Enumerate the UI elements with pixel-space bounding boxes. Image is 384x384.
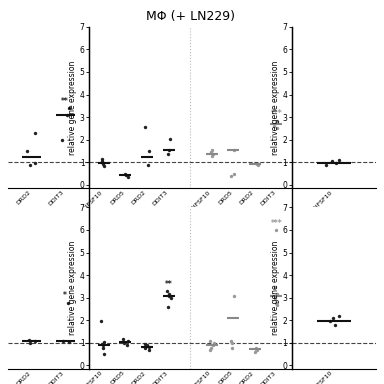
- Point: [329, 158, 335, 164]
- Point: [274, 302, 280, 308]
- Point: [207, 149, 214, 155]
- Point: [274, 125, 280, 131]
- Point: [101, 339, 107, 345]
- Text: *: *: [63, 291, 67, 300]
- Point: [229, 344, 235, 351]
- Point: [32, 130, 38, 136]
- Point: [253, 344, 259, 351]
- Point: [273, 227, 279, 233]
- Point: [144, 343, 150, 349]
- Y-axis label: relative gene expression: relative gene expression: [271, 60, 280, 155]
- Point: [99, 158, 105, 164]
- Point: [119, 336, 126, 342]
- Y-axis label: relative gene expression: relative gene expression: [271, 241, 280, 335]
- Point: [209, 153, 215, 159]
- Point: [66, 106, 72, 112]
- Point: [210, 151, 216, 157]
- Point: [255, 162, 261, 168]
- Point: [231, 293, 237, 299]
- Point: [101, 162, 107, 169]
- Point: [210, 343, 217, 349]
- Point: [254, 161, 260, 167]
- Point: [27, 162, 33, 168]
- Point: [166, 293, 172, 299]
- Point: [167, 136, 174, 142]
- Point: [99, 161, 106, 167]
- Point: [60, 338, 66, 344]
- Point: [207, 344, 214, 351]
- Point: [146, 343, 152, 349]
- Point: [333, 159, 339, 166]
- Point: [166, 290, 172, 296]
- Point: [231, 171, 237, 177]
- Point: [336, 313, 343, 319]
- Point: [273, 290, 280, 296]
- Point: [272, 284, 278, 290]
- Point: [99, 343, 106, 349]
- Point: [165, 151, 171, 157]
- Point: [273, 120, 279, 126]
- Point: [228, 173, 234, 179]
- Point: [101, 351, 107, 358]
- Text: ***: ***: [271, 109, 282, 118]
- Point: [32, 159, 38, 166]
- Point: [164, 288, 170, 295]
- Point: [210, 340, 217, 346]
- Point: [254, 347, 260, 353]
- Point: [99, 156, 106, 162]
- Point: [165, 304, 171, 310]
- Point: [336, 157, 342, 164]
- Point: [146, 148, 152, 154]
- Point: [274, 118, 280, 124]
- Point: [146, 347, 152, 353]
- Point: [64, 112, 70, 118]
- Point: [121, 340, 127, 346]
- Point: [99, 341, 105, 347]
- Point: [142, 344, 148, 351]
- Point: [24, 148, 30, 154]
- Point: [142, 124, 148, 130]
- Point: [66, 339, 72, 345]
- Point: [65, 300, 71, 306]
- Point: [252, 349, 258, 355]
- Point: [273, 300, 279, 306]
- Point: [125, 174, 131, 180]
- Title: MΦ (+ LN229): MΦ (+ LN229): [146, 10, 235, 23]
- Point: [26, 336, 32, 343]
- Point: [272, 295, 278, 301]
- Text: **: **: [61, 97, 69, 106]
- Point: [209, 147, 215, 154]
- Text: ***: ***: [271, 219, 282, 228]
- Point: [166, 147, 172, 154]
- Point: [228, 338, 235, 344]
- Point: [125, 338, 131, 344]
- Y-axis label: relative gene expression: relative gene expression: [68, 60, 77, 155]
- Point: [207, 347, 213, 353]
- Point: [26, 340, 33, 346]
- Y-axis label: relative gene expression: relative gene expression: [68, 241, 77, 335]
- Point: [330, 315, 336, 321]
- Point: [231, 147, 237, 154]
- Point: [252, 346, 258, 352]
- Point: [271, 122, 277, 129]
- Point: [229, 340, 235, 346]
- Point: [98, 318, 104, 324]
- Point: [323, 162, 329, 168]
- Point: [32, 338, 38, 344]
- Text: **: **: [165, 280, 172, 289]
- Point: [328, 318, 334, 324]
- Point: [99, 344, 106, 351]
- Point: [168, 295, 174, 301]
- Point: [145, 162, 151, 168]
- Point: [142, 341, 148, 348]
- Point: [123, 172, 129, 178]
- Point: [124, 343, 131, 349]
- Point: [59, 137, 65, 143]
- Point: [122, 171, 129, 177]
- Point: [207, 338, 213, 344]
- Point: [331, 322, 338, 328]
